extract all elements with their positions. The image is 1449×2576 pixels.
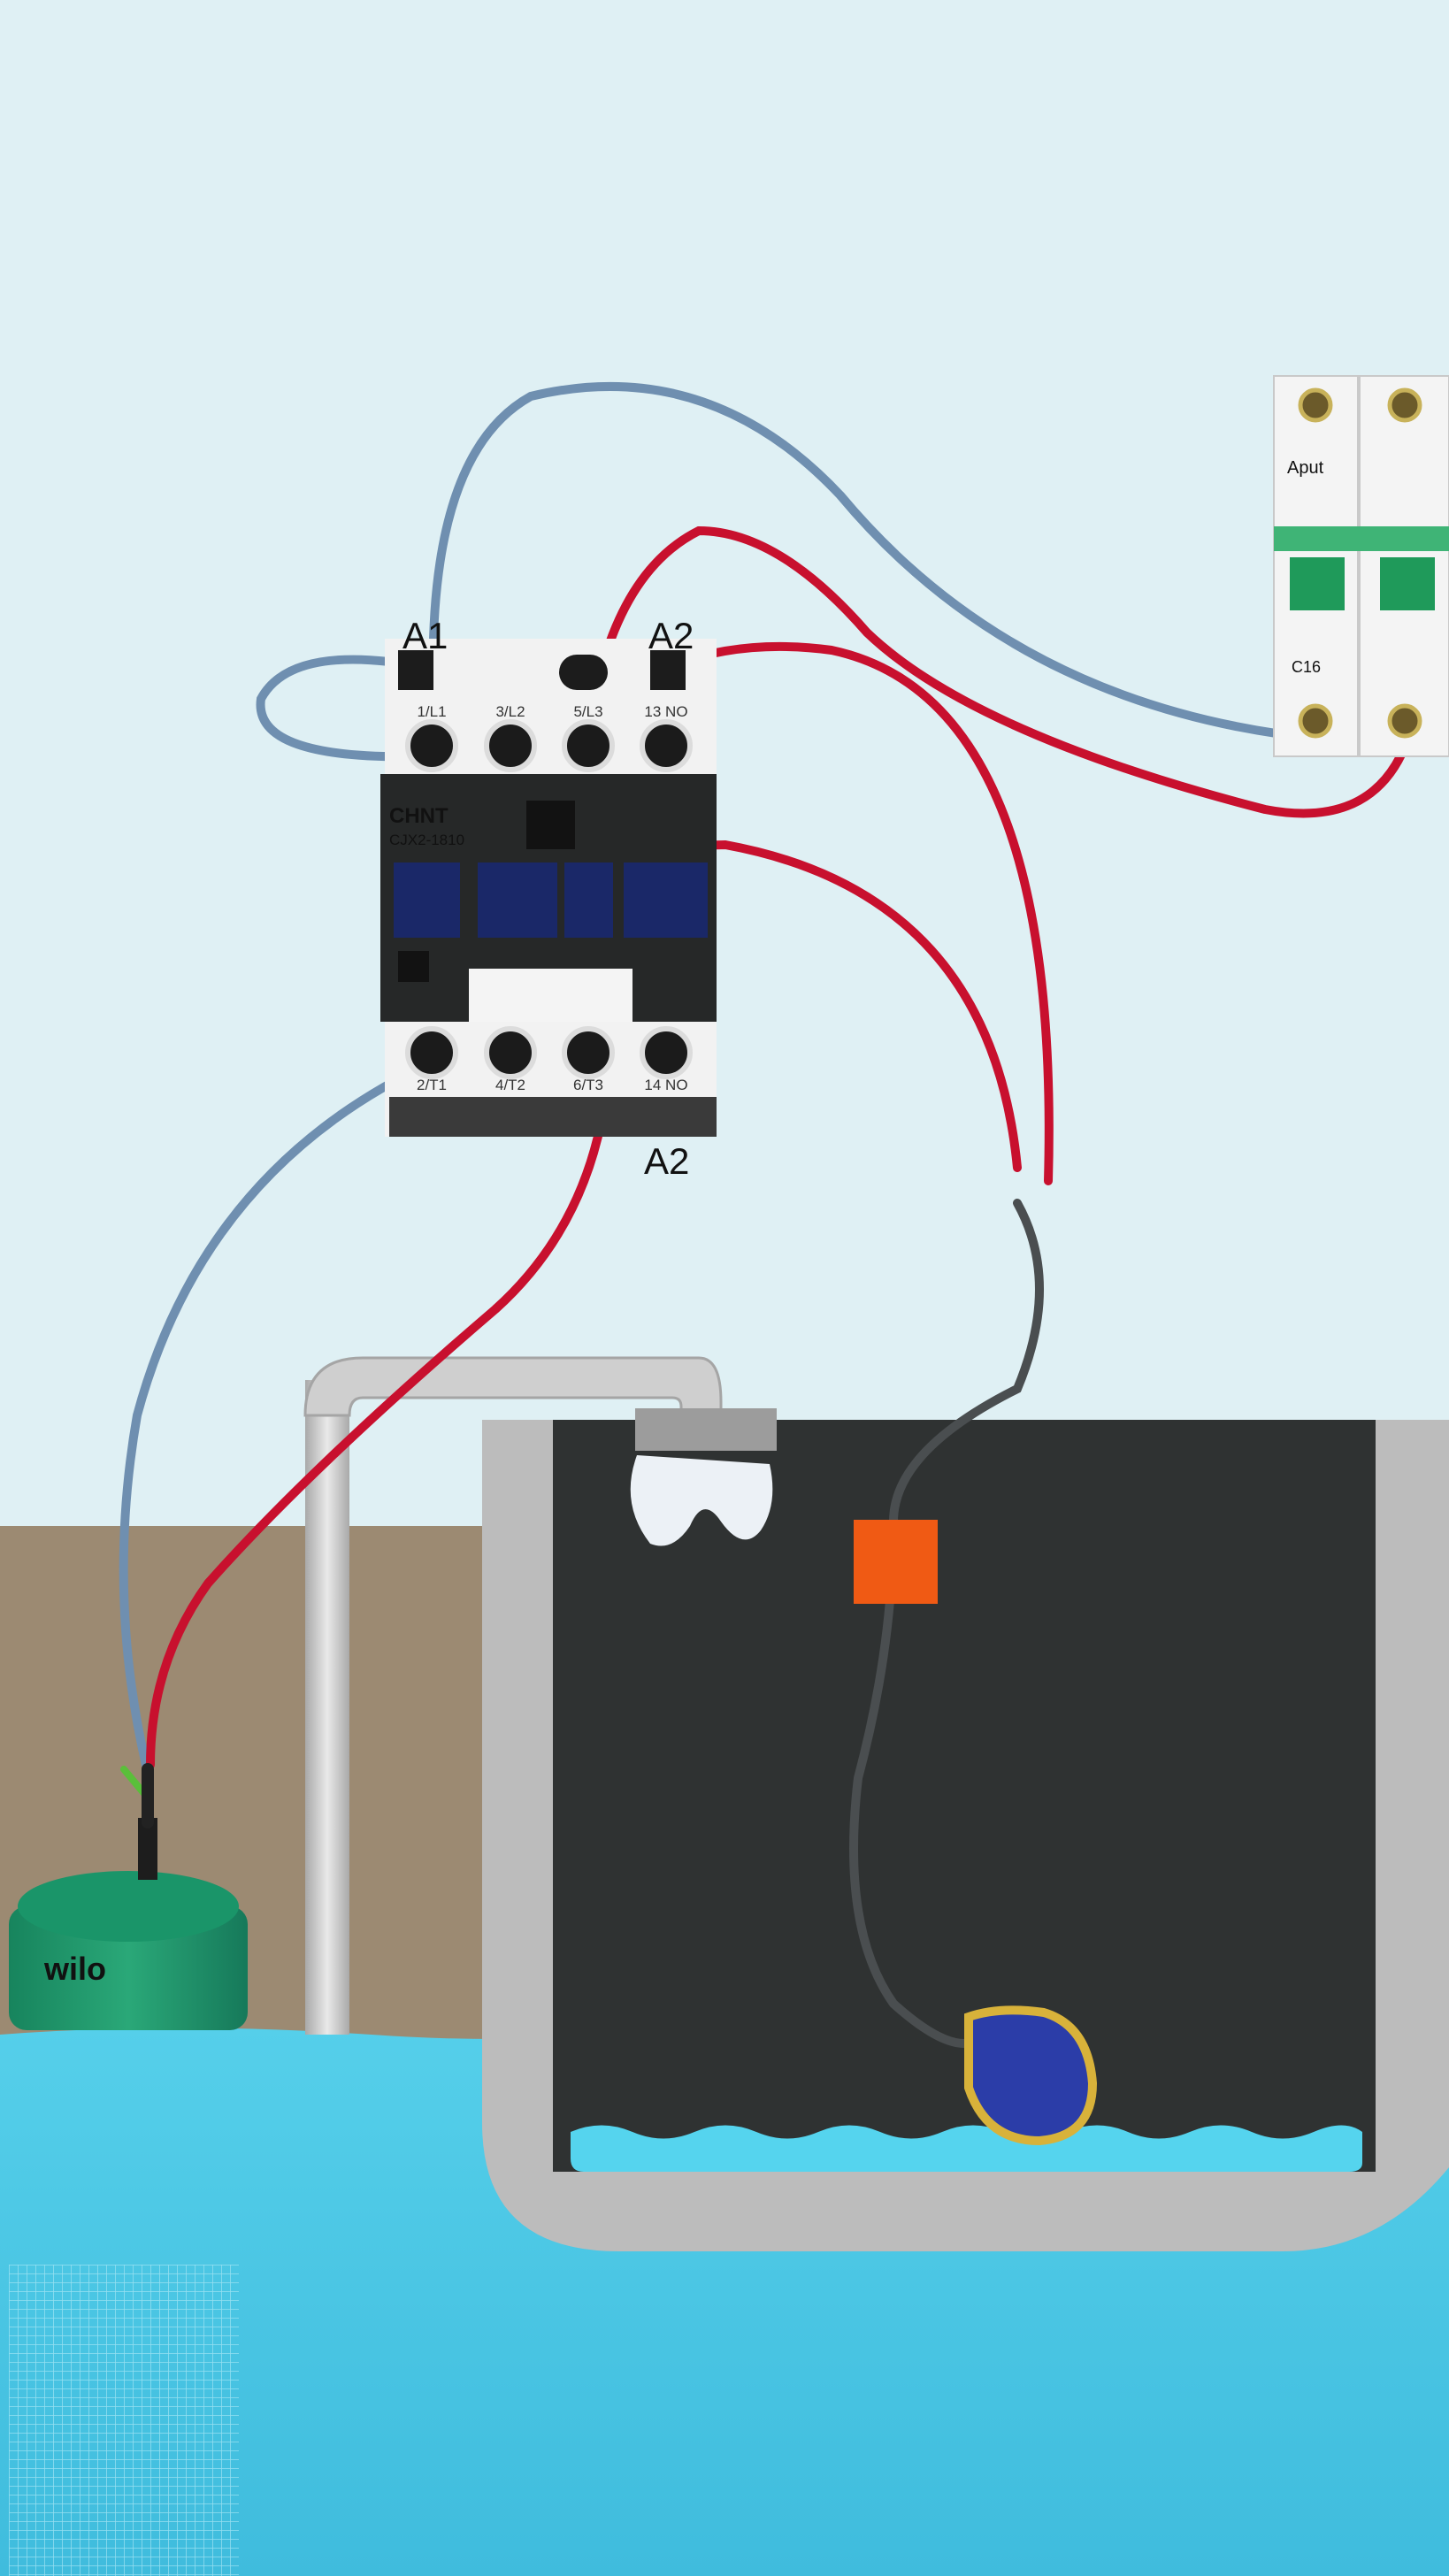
pump-brand: wilo [43, 1951, 106, 1987]
top-terminal-screw-2 [484, 719, 537, 772]
contactor-icon: CHNT CJX2-1810 A1 A2 A2 1/L1 3/L2 5/L3 13 N… [380, 615, 717, 1182]
top-terminal-screw-1 [405, 719, 458, 772]
live-wire-a2-to-float [650, 641, 1054, 1185]
top-terminal-label-3: 5/L3 [573, 703, 602, 720]
breaker-lever-1 [1290, 557, 1345, 610]
float-switch-icon [849, 1199, 1098, 2146]
contactor-bottom-base [389, 1097, 717, 1137]
breaker-screw-bottom-1 [1298, 703, 1333, 739]
storage-tank [482, 1420, 1449, 2251]
contactor-window-2 [478, 862, 557, 938]
breaker-screw-bottom-2 [1387, 703, 1422, 739]
bottom-terminal-label-4: 14 NO [644, 1077, 687, 1093]
label-a1-top: A1 [402, 615, 448, 656]
label-a2-bottom: A2 [644, 1140, 689, 1182]
pipe-riser [305, 1380, 349, 2035]
contactor-top-slot [559, 655, 608, 690]
water-splash [630, 1455, 773, 1546]
bottom-terminal-label-1: 2/T1 [417, 1077, 447, 1093]
breaker-lever-band [1274, 526, 1449, 551]
bottom-terminal-screw-1 [405, 1026, 458, 1079]
top-terminal-label-4: 13 NO [644, 703, 687, 720]
breaker-brand: Aput [1287, 458, 1324, 478]
submersible-pump-icon: wilo [9, 1818, 248, 2576]
pump-body [9, 1906, 248, 2030]
float-switch-body [964, 2005, 1098, 2146]
top-terminal-label-1: 1/L1 [417, 703, 446, 720]
top-terminal-screw-3 [562, 719, 615, 772]
bottom-terminal-screw-3 [562, 1026, 615, 1079]
pump-cable-gland [138, 1818, 157, 1880]
bottom-terminal-screw-4 [640, 1026, 693, 1079]
bottom-terminal-label-2: 4/T2 [495, 1077, 525, 1093]
contactor-brand: CHNT [389, 804, 448, 828]
contactor-coil-a2-post [650, 650, 686, 690]
contactor-nameplate [469, 969, 632, 1031]
breaker-rating: C16 [1292, 658, 1321, 676]
pipe-bend [303, 1356, 723, 1417]
top-terminal-screw-4 [640, 719, 693, 772]
circuit-breaker-icon: Aput C16 [1273, 375, 1449, 757]
float-clamp [854, 1520, 938, 1604]
contactor-window-4 [624, 862, 708, 938]
contactor-model: CJX2-1810 [389, 832, 464, 848]
float-cable [849, 1199, 1044, 2048]
contactor-small-window [398, 951, 429, 982]
pump-top [18, 1871, 239, 1942]
bottom-terminal-screw-2 [484, 1026, 537, 1079]
label-a2-top: A2 [648, 615, 694, 656]
neutral-wire-loop [256, 655, 433, 762]
live-wire-breaker-to-l1 [584, 525, 1415, 818]
breaker-lever-2 [1380, 557, 1435, 610]
neutral-wire-to-pump [119, 1057, 438, 1769]
top-terminal-label-2: 3/L2 [495, 703, 525, 720]
breaker-screw-top-1 [1298, 387, 1333, 423]
tank-water [571, 2125, 1362, 2172]
wall-background [0, 0, 1449, 1530]
pump-mesh [9, 2265, 239, 2576]
pipe-outlet-cap [635, 1408, 777, 1451]
breaker-screw-top-2 [1387, 387, 1422, 423]
contactor-indicator [526, 801, 575, 849]
delivery-pipe [303, 1356, 777, 2035]
contactor-window-3 [564, 862, 613, 938]
contactor-coil-a1-post [398, 650, 433, 690]
live-wire-to-pump [146, 1101, 609, 1769]
neutral-wire-breaker-to-a1 [428, 381, 1322, 752]
contactor-window-1 [394, 862, 460, 938]
bottom-terminal-label-3: 6/T3 [573, 1077, 603, 1093]
